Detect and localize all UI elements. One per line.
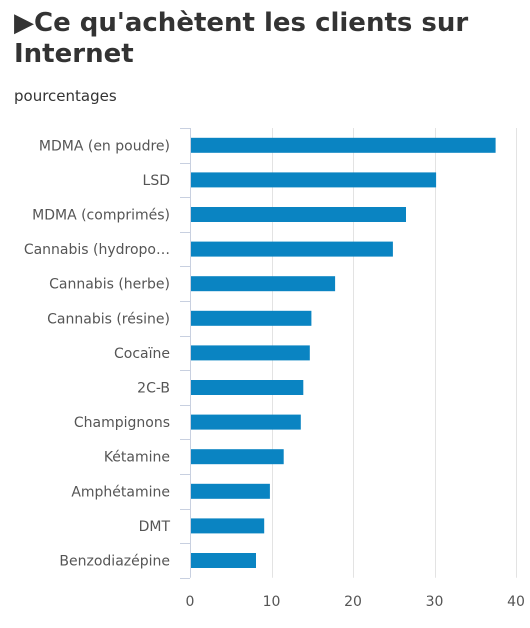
bar[interactable] — [191, 380, 304, 395]
bar[interactable] — [191, 207, 406, 222]
x-tick-label: 20 — [344, 594, 362, 610]
chart-subtitle: pourcentages — [14, 87, 117, 105]
category-label: Champignons — [74, 415, 170, 431]
category-label: 2C-B — [137, 381, 170, 397]
category-label: LSD — [143, 173, 170, 189]
title-text: Ce qu'achètent les clients sur Internet — [14, 8, 469, 69]
category-label: DMT — [139, 519, 171, 535]
bars — [191, 137, 496, 568]
category-label: Cannabis (résine) — [47, 311, 170, 327]
chart-title: ▶Ce qu'achètent les clients sur Internet — [14, 8, 514, 70]
category-label: MDMA (comprimés) — [32, 208, 170, 224]
bar[interactable] — [191, 518, 265, 534]
category-label: Benzodiazépine — [59, 554, 170, 570]
category-label: Kétamine — [104, 450, 170, 466]
labels: 0 10 20 30 40 MDMA (en poudre) LSD MDMA (compri… — [24, 138, 525, 610]
category-label: Cannabis (herbe) — [49, 277, 170, 293]
category-label: Amphétamine — [71, 484, 170, 500]
bar[interactable] — [191, 483, 270, 499]
bar[interactable] — [191, 449, 284, 465]
bar[interactable] — [191, 137, 496, 153]
category-label: Cocaïne — [114, 346, 170, 362]
x-tick-label: 0 — [186, 594, 195, 610]
bar[interactable] — [191, 276, 336, 292]
bar[interactable] — [191, 414, 301, 430]
x-tick-label: 10 — [263, 594, 281, 610]
bar[interactable] — [191, 345, 310, 361]
bar[interactable] — [191, 310, 312, 326]
category-label: MDMA (en poudre) — [39, 138, 170, 154]
category-label: Cannabis (hydropo… — [24, 242, 170, 258]
bar[interactable] — [191, 172, 437, 188]
title-marker: ▶ — [14, 8, 34, 38]
bar[interactable] — [191, 553, 256, 568]
x-tick-label: 40 — [507, 594, 525, 610]
axes — [180, 128, 191, 579]
bar[interactable] — [191, 241, 393, 257]
x-tick-label: 30 — [426, 594, 444, 610]
